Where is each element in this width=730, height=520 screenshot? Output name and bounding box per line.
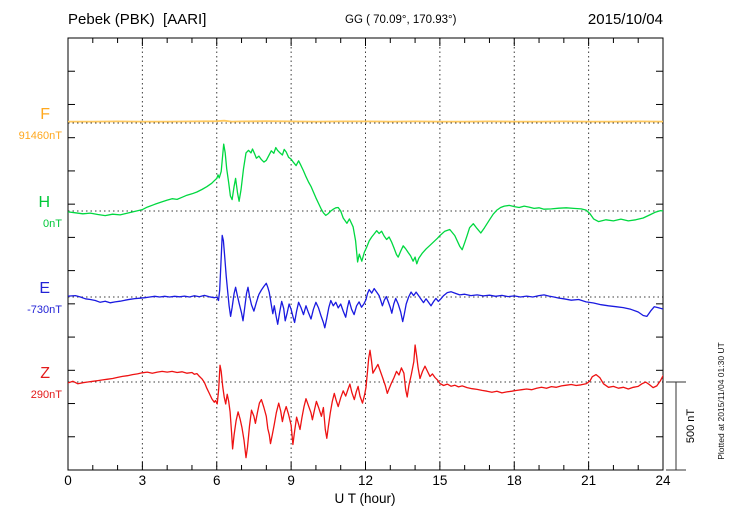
date-label: 2015/10/04	[587, 11, 663, 28]
x-tick-label-6: 6	[212, 473, 221, 488]
component-value-Z: 290nT	[30, 389, 62, 401]
x-tick-label-12: 12	[357, 473, 374, 488]
x-tick-label-24: 24	[655, 473, 671, 488]
baseline-layer	[68, 122, 663, 383]
trace-F	[68, 119, 663, 123]
x-axis-title: U T (hour)	[334, 491, 396, 506]
grid-layer	[141, 38, 590, 470]
component-value-F: 91460nT	[18, 130, 62, 142]
station-title: Pebek (PBK) [AARI]	[68, 11, 207, 28]
trace-H	[68, 143, 663, 265]
x-tick-label-3: 3	[138, 473, 147, 488]
tick-layer	[68, 38, 663, 470]
trace-Z	[68, 344, 663, 459]
geographic-coords: GG ( 70.09°, 170.93°)	[345, 14, 457, 26]
component-value-H: 0nT	[43, 218, 62, 230]
component-letter-E: E	[39, 280, 50, 297]
x-tick-label-18: 18	[506, 473, 522, 488]
component-letter-F: F	[40, 106, 50, 123]
x-tick-label-0: 0	[64, 473, 72, 488]
plotted-at-note: Plotted at 2015/11/04 01:30 UT	[716, 342, 726, 460]
trace-layer	[68, 119, 663, 459]
component-value-E: -730nT	[27, 304, 62, 316]
component-letter-Z: Z	[40, 365, 50, 382]
x-tick-label-9: 9	[287, 473, 295, 488]
x-tick-label-15: 15	[432, 473, 448, 488]
plot-frame	[67, 37, 664, 471]
scale-bar	[666, 381, 686, 471]
scale-bar-label: 500 nT	[685, 408, 697, 444]
x-tick-label-21: 21	[581, 473, 597, 488]
trace-E	[68, 234, 663, 329]
component-letter-H: H	[38, 194, 50, 211]
